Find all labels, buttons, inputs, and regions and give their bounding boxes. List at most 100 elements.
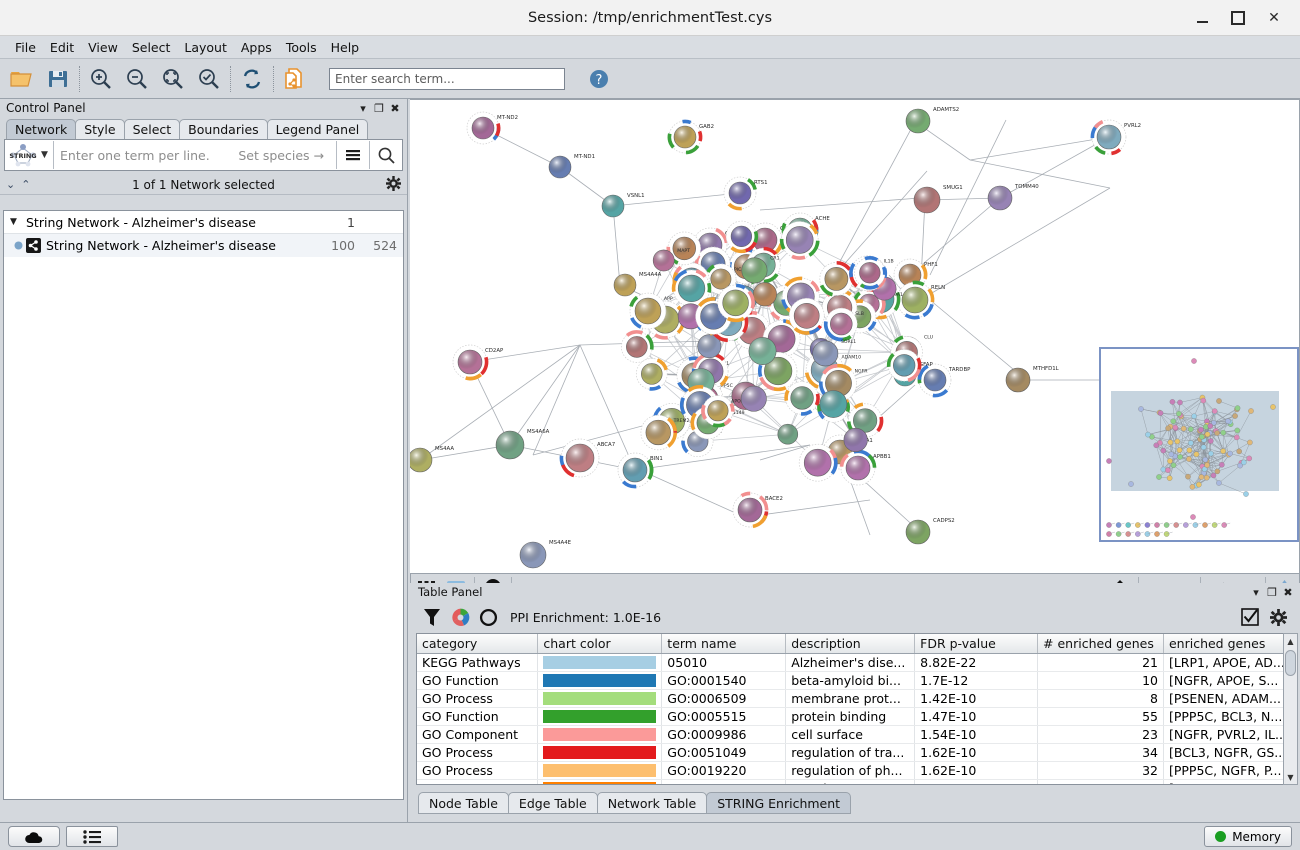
network-item-row[interactable]: String Network - Alzheimer's disease 100… (4, 234, 403, 257)
save-icon[interactable] (40, 61, 76, 97)
minimize-button[interactable] (1184, 3, 1220, 33)
network-item-nodes: 100 (321, 238, 355, 253)
set-species-link[interactable]: Set species → (238, 148, 336, 163)
scrollbar-thumb[interactable] (1285, 650, 1296, 676)
menu-layout[interactable]: Layout (177, 38, 234, 57)
column-header-term-name[interactable]: term name (662, 634, 786, 654)
cell-fdr: 1.42E-10 (915, 690, 1038, 708)
select-all-icon[interactable] (1236, 603, 1264, 631)
list-icon[interactable] (66, 826, 118, 847)
table-row[interactable]: GO Component GO:0009986 cell surface 1.54E-… (417, 726, 1297, 744)
network-group-row[interactable]: ▼ String Network - Alzheimer's disease 1 (4, 211, 403, 234)
string-term-input[interactable]: Enter one term per line. (54, 148, 238, 163)
tab-select[interactable]: Select (124, 119, 181, 139)
menu-file[interactable]: File (8, 38, 43, 57)
menu-select[interactable]: Select (125, 38, 178, 57)
svg-text:MS4A6A: MS4A6A (527, 429, 550, 435)
scroll-up-arrow-icon[interactable]: ▲ (1284, 634, 1297, 648)
svg-text:TREM2: TREM2 (673, 418, 690, 424)
cell-category: KEGG Pathways (417, 654, 538, 672)
control-panel-title: Control Panel (6, 101, 355, 115)
tab-legend-panel[interactable]: Legend Panel (267, 119, 369, 139)
network-view-canvas[interactable]: MT-ND2MT-ND1VSNL1GAB2RTS1C1BADAMTS2SMUG1… (410, 99, 1300, 574)
table-row[interactable]: GO Process GO:0019220 regulation of ph... 1… (417, 762, 1297, 780)
search-input[interactable]: Enter search term... (329, 68, 565, 90)
refresh-icon[interactable] (234, 61, 270, 97)
svg-text:ABCA7: ABCA7 (597, 442, 615, 448)
column-header-fdr[interactable]: FDR p-value (915, 634, 1038, 654)
pie-chart-icon[interactable] (446, 603, 474, 631)
menu-edit[interactable]: Edit (43, 38, 81, 57)
tab-edge-table[interactable]: Edge Table (508, 792, 598, 814)
svg-text:BIN1: BIN1 (650, 456, 663, 462)
float-panel-icon[interactable]: ❐ (1264, 584, 1280, 600)
cell-description: membrane prot... (786, 780, 915, 786)
maximize-button[interactable] (1220, 3, 1256, 33)
column-header-enriched-count[interactable]: # enriched genes (1038, 634, 1164, 654)
tab-node-table[interactable]: Node Table (418, 792, 509, 814)
float-panel-icon[interactable]: ❐ (371, 100, 387, 116)
menu-help[interactable]: Help (324, 38, 367, 57)
app-status-bar: Memory (0, 822, 1300, 850)
table-row[interactable]: GO Process GO:0051049 regulation of tra...… (417, 744, 1297, 762)
filter-icon[interactable] (418, 603, 446, 631)
cell-term-name: GO:0033619 (662, 780, 786, 786)
menu-apps[interactable]: Apps (234, 38, 279, 57)
table-row[interactable]: KEGG Pathways 05010 Alzheimer's dise... 8.8… (417, 654, 1297, 672)
chevron-down-icon[interactable]: ▾ (355, 100, 371, 116)
search-icon[interactable] (370, 140, 402, 170)
table-row[interactable]: GO Function GO:0001540 beta-amyloid bi... 1… (417, 672, 1297, 690)
open-folder-icon[interactable] (4, 61, 40, 97)
table-row[interactable]: GO Process GO:0006509 membrane prot... 1.42… (417, 690, 1297, 708)
svg-text:CD2AP: CD2AP (485, 348, 504, 354)
settings-gear-icon[interactable] (1264, 603, 1292, 631)
color-swatch (543, 710, 656, 723)
donut-chart-icon[interactable] (474, 603, 502, 631)
scroll-down-arrow-icon[interactable]: ▼ (1284, 770, 1297, 784)
table-row[interactable]: GO Function GO:0005515 protein binding 1.47… (417, 708, 1297, 726)
zoom-out-icon[interactable] (119, 61, 155, 97)
memory-indicator[interactable]: Memory (1204, 826, 1292, 847)
tab-string-enrichment[interactable]: STRING Enrichment (706, 792, 851, 814)
tab-style[interactable]: Style (75, 119, 124, 139)
memory-label: Memory (1232, 830, 1281, 844)
cell-enriched-genes: [BCL3, NGFR, GS... (1163, 744, 1296, 762)
settings-gear-icon[interactable] (386, 176, 401, 194)
cell-fdr: 1.93E-10 (915, 780, 1038, 786)
column-header-category[interactable]: category (417, 634, 538, 654)
string-query-bar: STRING ▼ Enter one term per line. Set sp… (4, 139, 403, 171)
svg-text:CLU: CLU (924, 334, 933, 340)
cell-description: cell surface (786, 726, 915, 744)
column-header-enriched-genes[interactable]: enriched genes (1163, 634, 1296, 654)
table-row[interactable]: GO Process GO:0033619membrane prot...1.93… (417, 780, 1297, 786)
help-icon[interactable]: ? (581, 61, 617, 97)
hamburger-icon[interactable] (337, 140, 369, 170)
menu-view[interactable]: View (81, 38, 125, 57)
svg-text:PVRL2: PVRL2 (1124, 123, 1141, 129)
network-group-name: String Network - Alzheimer's disease (26, 215, 321, 230)
svg-text:SLB: SLB (855, 311, 864, 317)
tab-network[interactable]: Network (6, 119, 76, 139)
svg-text:BACE2: BACE2 (765, 496, 783, 502)
cloud-icon[interactable] (8, 826, 60, 847)
chevron-down-icon[interactable]: ▾ (1248, 584, 1264, 600)
enrichment-table-wrapper[interactable]: category chart color term name descripti… (416, 633, 1298, 785)
chevron-down-icon[interactable]: ▼ (10, 217, 26, 227)
chevron-down-icon[interactable]: ▼ (41, 150, 53, 160)
selection-status: 1 of 1 Network selected (0, 178, 407, 192)
tab-network-table[interactable]: Network Table (597, 792, 708, 814)
tab-boundaries[interactable]: Boundaries (179, 119, 267, 139)
menu-tools[interactable]: Tools (279, 38, 324, 57)
table-vertical-scrollbar[interactable]: ▲ ▼ (1283, 633, 1298, 785)
zoom-selected-icon[interactable] (191, 61, 227, 97)
export-network-icon[interactable] (277, 61, 313, 97)
close-panel-icon[interactable]: ✖ (387, 100, 403, 116)
close-panel-icon[interactable]: ✖ (1280, 584, 1296, 600)
network-group-count: 1 (321, 215, 355, 230)
zoom-fit-icon[interactable] (155, 61, 191, 97)
birds-eye-view[interactable] (1099, 347, 1299, 542)
close-button[interactable]: ✕ (1256, 3, 1292, 33)
zoom-in-icon[interactable] (83, 61, 119, 97)
column-header-chart-color[interactable]: chart color (538, 634, 662, 654)
column-header-description[interactable]: description (786, 634, 915, 654)
